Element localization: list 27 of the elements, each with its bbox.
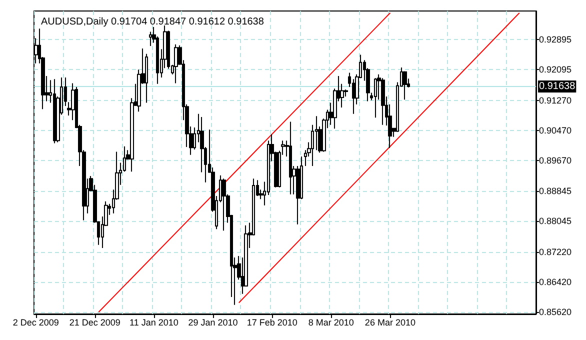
y-tick-label: 0.89670: [539, 155, 572, 166]
candlestick: [174, 44, 178, 84]
y-tick-label: 0.85620: [539, 307, 572, 318]
x-tick-label: 21 Dec 2009: [69, 318, 120, 328]
candlestick: [381, 78, 385, 126]
y-tick-label: 0.88845: [539, 186, 572, 196]
x-tick-label: 26 Mar 2010: [364, 318, 416, 328]
text: AUDUSD,Daily 0.91704 0.91847 0.91612 0.91638: [41, 16, 264, 28]
x-tick-label: 11 Jan 2010: [130, 318, 178, 328]
y-tick-label: 0.88045: [539, 216, 572, 226]
y-tick-label: 0.87220: [539, 247, 572, 258]
y-tick-label: 0.91270: [539, 95, 572, 106]
y-tick-label: 0.90470: [539, 125, 572, 136]
x-tick-label: 29 Jan 2010: [188, 318, 238, 328]
candlestick: [222, 178, 226, 232]
y-tick-label: 0.92895: [539, 34, 572, 44]
y-tick-label: 0.86420: [539, 277, 572, 288]
ref-line-label: 0.91638: [539, 80, 576, 92]
candlestick: [374, 78, 377, 118]
x-tick-label: 8 Mar 2010: [308, 318, 354, 328]
x-tick-label: 17 Feb 2010: [246, 318, 298, 328]
candlestick: [403, 70, 407, 100]
candlestick: [53, 78, 56, 144]
candlestick: [289, 121, 292, 195]
y-tick-label: 0.92095: [539, 64, 572, 74]
x-tick-label: 2 Dec 2009: [12, 318, 59, 328]
candlestick: [149, 31, 152, 46]
